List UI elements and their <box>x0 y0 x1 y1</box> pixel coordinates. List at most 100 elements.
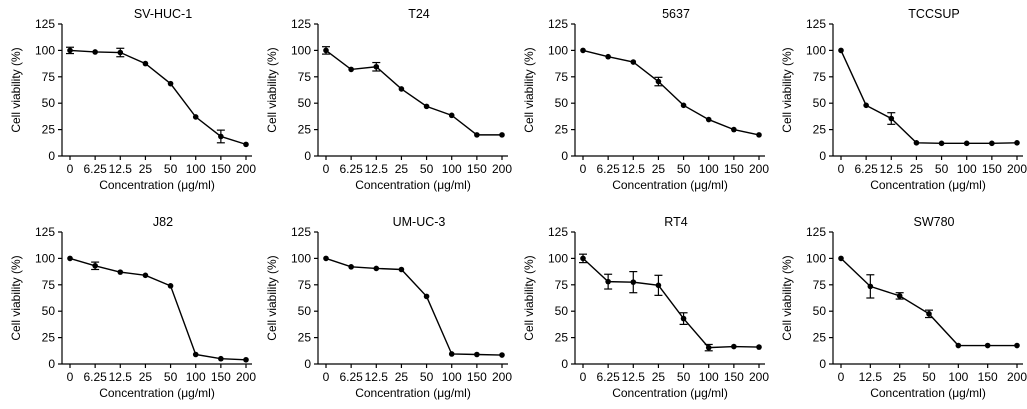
data-point <box>1014 342 1020 349</box>
x-axis-title: Concentration (μg/ml) <box>99 178 215 192</box>
series-line <box>840 257 1017 347</box>
y-tick-label: 125 <box>291 17 311 31</box>
x-tick-label: 6.25 <box>339 370 363 384</box>
x-tick-label: 50 <box>164 370 178 384</box>
y-tick-label: 50 <box>42 96 56 110</box>
data-point <box>705 116 712 123</box>
data-point <box>926 311 932 317</box>
x-tick-label: 12.5 <box>365 370 389 384</box>
x-tick-label: 150 <box>982 162 1002 176</box>
x-tick-label: 50 <box>420 370 434 384</box>
series-line <box>840 50 1018 145</box>
y-tick-label: 75 <box>298 278 312 292</box>
data-point <box>348 264 354 270</box>
series-line <box>69 49 247 146</box>
x-tick-label: 0 <box>323 370 330 384</box>
x-tick-label: 200 <box>236 370 256 384</box>
panel-6: UM-UC-3 0 25 50 75 100 125 0 6.25 12.5 25 50 100 150 2… <box>265 215 512 400</box>
y-tick-label: 75 <box>813 278 827 292</box>
data-point <box>705 344 712 351</box>
y-tick-label: 100 <box>806 43 826 57</box>
data-point <box>142 272 149 279</box>
y-axis-title: Cell viability (%) <box>780 255 794 340</box>
data-point <box>938 140 945 147</box>
data-point <box>192 114 199 120</box>
data-point <box>1014 140 1020 146</box>
x-tick-label: 100 <box>442 370 462 384</box>
x-axis-title: Concentration (μg/ml) <box>355 386 471 400</box>
panel-4: TCCSUP 0 25 50 75 100 125 0 6.25 12.5 25 50 100 150 20… <box>780 7 1027 192</box>
data-point <box>499 132 505 138</box>
x-tick-label: 6.25 <box>83 370 107 384</box>
x-tick-label: 12.5 <box>109 162 133 176</box>
y-tick-label: 125 <box>548 17 568 31</box>
data-point <box>323 47 329 54</box>
data-point <box>92 49 98 55</box>
x-tick-label: 6.25 <box>83 162 107 176</box>
x-tick-label: 6.25 <box>339 162 363 176</box>
panel-title: J82 <box>153 215 173 229</box>
y-tick-label: 75 <box>42 278 56 292</box>
y-tick-label: 25 <box>555 123 569 137</box>
data-point <box>243 356 249 363</box>
x-tick-label: 50 <box>164 162 178 176</box>
data-point <box>913 140 920 146</box>
data-point <box>605 278 611 285</box>
x-axis-title: Concentration (μg/ml) <box>612 178 728 192</box>
x-tick-label: 6.25 <box>596 370 620 384</box>
panel-title: RT4 <box>664 215 687 229</box>
x-tick-label: 25 <box>893 370 907 384</box>
panel-title: SV-HUC-1 <box>134 7 192 21</box>
data-point <box>499 352 505 358</box>
y-tick-label: 0 <box>304 149 311 163</box>
data-point <box>955 342 962 349</box>
x-tick-label: 0 <box>67 370 74 384</box>
panel-5: J82 0 25 50 75 100 125 0 6.25 12.5 25 50 100 150 200 Co… <box>9 215 256 400</box>
data-point <box>218 133 224 140</box>
x-tick-label: 150 <box>467 162 487 176</box>
data-point <box>323 255 329 262</box>
x-tick-label: 0 <box>323 162 330 176</box>
y-tick-label: 25 <box>42 123 56 137</box>
data-point <box>348 66 354 73</box>
panel-7: RT4 0 25 50 75 100 125 0 6.25 12.5 25 50 100 150 200 Co… <box>522 215 769 400</box>
x-tick-label: 50 <box>935 162 949 176</box>
data-point <box>117 49 124 56</box>
data-point <box>655 282 662 289</box>
x-tick-label: 100 <box>699 370 719 384</box>
data-point <box>373 63 380 70</box>
y-tick-label: 50 <box>555 304 569 318</box>
y-tick-label: 125 <box>35 225 55 239</box>
y-tick-label: 100 <box>35 251 55 265</box>
data-point <box>756 344 762 350</box>
data-point <box>731 343 737 350</box>
panel-8: SW780 0 25 50 75 100 125 0 12.5 25 50 100 150 200 Conc… <box>780 215 1027 400</box>
series-line <box>69 257 247 361</box>
x-tick-label: 200 <box>492 370 512 384</box>
y-tick-label: 100 <box>291 43 311 57</box>
y-axis-title: Cell viability (%) <box>522 47 536 132</box>
data-point <box>731 126 737 133</box>
x-tick-label: 12.5 <box>859 370 883 384</box>
y-tick-label: 100 <box>548 43 568 57</box>
x-tick-label: 200 <box>749 162 769 176</box>
data-point <box>423 293 430 300</box>
data-point <box>423 103 430 110</box>
x-tick-label: 25 <box>652 370 666 384</box>
series-line <box>582 257 760 349</box>
x-tick-label: 12.5 <box>622 370 646 384</box>
x-tick-label: 0 <box>838 370 845 384</box>
data-point <box>142 60 149 67</box>
data-point <box>630 59 637 65</box>
y-tick-label: 50 <box>813 304 827 318</box>
y-tick-label: 75 <box>555 70 569 84</box>
panel-1: SV-HUC-1 0 25 50 75 100 125 0 6.25 12.5 25 50 100 150… <box>9 7 256 192</box>
data-point <box>896 293 903 299</box>
data-point <box>474 351 480 358</box>
y-tick-label: 100 <box>806 251 826 265</box>
y-axis-title: Cell viability (%) <box>265 47 279 132</box>
data-point <box>192 351 199 358</box>
x-tick-label: 25 <box>139 162 153 176</box>
